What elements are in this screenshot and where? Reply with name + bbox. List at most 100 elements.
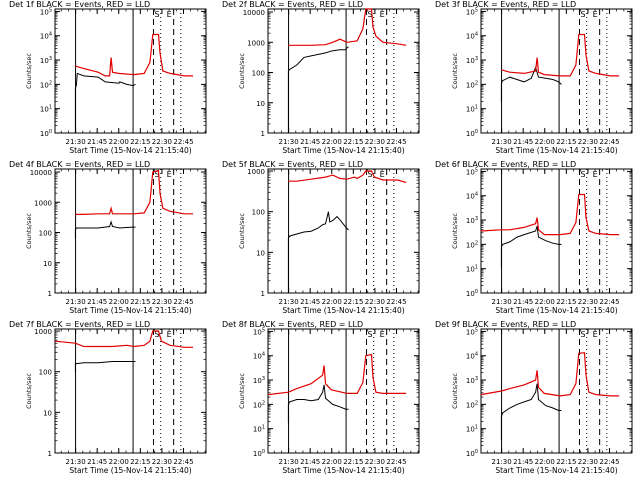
series-line-events	[500, 65, 562, 102]
y-axis-label: Counts/sec	[238, 373, 246, 409]
x-tick-label: 22:45	[599, 458, 619, 466]
chart-panel-3: Det 3f BLACK = Events, RED = LLD 100 101 10…	[427, 0, 640, 160]
y-tick-label: 102	[466, 400, 478, 409]
chart-panel-8: Det 8f BLACK = Events, RED = LLD 100 101 10…	[214, 320, 427, 480]
chart-svg: Det 8f BLACK = Events, RED = LLD 100 101 10…	[222, 320, 420, 475]
x-tick-label: 22:30	[365, 138, 385, 146]
x-tick-label: 22:30	[152, 458, 172, 466]
x-tick-label: 22:15	[556, 298, 576, 306]
x-tick-label: 21:45	[87, 138, 107, 146]
y-tick-label: 104	[466, 32, 478, 41]
x-tick-label: 21:45	[300, 138, 320, 146]
x-tick-label: 21:30	[66, 458, 86, 466]
plot-frame	[54, 328, 207, 454]
x-tick-label: 22:00	[109, 138, 129, 146]
x-tick-label: 21:30	[66, 298, 86, 306]
y-tick-label: 1	[261, 130, 265, 138]
y-axis-label: Counts/sec	[451, 53, 459, 89]
y-tick-label: 104	[466, 352, 478, 361]
x-axis-label: Start Time (15-Nov-14 21:15:40)	[495, 306, 617, 315]
interval-label-start: S	[581, 170, 586, 179]
chart-panel-6: Det 6f BLACK = Events, RED = LLD 100 101 10…	[427, 160, 640, 320]
x-tick-label: 22:30	[365, 298, 385, 306]
x-tick-label: 21:45	[513, 458, 533, 466]
chart-title: Det 2f BLACK = Events, RED = LLD	[222, 0, 363, 9]
interval-label-start: S	[581, 330, 586, 339]
x-axis-label: Start Time (15-Nov-14 21:15:40)	[69, 306, 191, 315]
x-tick-label: 21:30	[492, 458, 512, 466]
y-tick-label: 100	[466, 289, 478, 298]
chart-panel-1: Det 1f BLACK = Events, RED = LLD 100 101 10…	[1, 0, 214, 160]
x-tick-label: 22:30	[578, 298, 598, 306]
chart-title: Det 9f BLACK = Events, RED = LLD	[435, 320, 576, 329]
chart-title: Det 3f BLACK = Events, RED = LLD	[435, 0, 576, 9]
interval-label-end: E	[167, 330, 172, 339]
chart-title: Det 8f BLACK = Events, RED = LLD	[222, 320, 363, 329]
x-tick-label: 22:30	[578, 458, 598, 466]
interval-label-start: S	[368, 330, 373, 339]
plot-frame	[54, 8, 207, 134]
interval-label-end: E	[593, 170, 598, 179]
x-tick-label: 22:00	[535, 138, 555, 146]
x-tick-label: 22:45	[599, 138, 619, 146]
y-axis-label: Counts/sec	[451, 373, 459, 409]
y-tick-label: 100	[39, 230, 52, 238]
chart-svg: Det 7f BLACK = Events, RED = LLD 1 10 100 10…	[9, 320, 207, 475]
y-tick-label: 10	[43, 260, 52, 268]
y-axis-label: Counts/sec	[25, 213, 33, 249]
x-tick-label: 21:30	[279, 458, 299, 466]
x-tick-label: 22:00	[322, 138, 342, 146]
x-tick-label: 22:45	[386, 458, 406, 466]
y-tick-label: 100	[252, 70, 265, 78]
y-tick-label: 10000	[243, 9, 265, 17]
x-axis-label: Start Time (15-Nov-14 21:15:40)	[69, 146, 191, 155]
y-tick-label: 102	[466, 240, 478, 249]
chart-title: Det 1f BLACK = Events, RED = LLD	[9, 0, 150, 9]
y-tick-label: 105	[466, 7, 478, 16]
x-tick-label: 21:45	[300, 298, 320, 306]
y-tick-label: 10000	[30, 169, 52, 177]
chart-svg: Det 1f BLACK = Events, RED = LLD 100 101 10…	[9, 0, 207, 155]
x-tick-label: 21:45	[513, 298, 533, 306]
x-tick-label: 22:45	[599, 298, 619, 306]
y-tick-label: 103	[253, 376, 265, 385]
interval-label-start: S	[368, 10, 373, 19]
y-tick-label: 1	[48, 450, 52, 458]
series-line-lld	[480, 352, 620, 397]
x-axis-label: Start Time (15-Nov-14 21:15:40)	[282, 466, 404, 475]
y-axis-label: Counts/sec	[238, 53, 246, 89]
chart-title: Det 6f BLACK = Events, RED = LLD	[435, 160, 576, 169]
interval-label-end: E	[167, 10, 172, 19]
plot-frame	[480, 8, 633, 134]
chart-svg: Det 5f BLACK = Events, RED = LLD 1 10 100 10…	[222, 160, 420, 315]
y-tick-label: 1000	[247, 39, 265, 47]
y-tick-label: 101	[40, 105, 52, 114]
series-line-lld	[54, 330, 194, 348]
series-line-events	[74, 220, 136, 239]
plot-frame	[54, 168, 207, 294]
y-tick-label: 104	[40, 32, 52, 41]
series-line-events	[500, 225, 562, 268]
x-axis-label: Start Time (15-Nov-14 21:15:40)	[69, 466, 191, 475]
x-tick-label: 22:15	[556, 458, 576, 466]
chart-title: Det 5f BLACK = Events, RED = LLD	[222, 160, 363, 169]
x-axis-label: Start Time (15-Nov-14 21:15:40)	[495, 146, 617, 155]
x-tick-label: 22:00	[322, 458, 342, 466]
x-tick-label: 22:00	[535, 298, 555, 306]
y-tick-label: 10	[256, 249, 265, 257]
x-tick-label: 22:00	[109, 298, 129, 306]
interval-label-start: S	[155, 10, 160, 19]
x-tick-label: 22:00	[109, 458, 129, 466]
plot-frame	[267, 168, 420, 294]
interval-label-start: S	[368, 170, 373, 179]
y-tick-label: 1000	[34, 199, 52, 207]
x-tick-label: 21:30	[492, 298, 512, 306]
x-tick-label: 21:45	[300, 458, 320, 466]
y-axis-label: Counts/sec	[25, 373, 33, 409]
x-tick-label: 22:30	[152, 138, 172, 146]
interval-label-start: S	[155, 330, 160, 339]
x-tick-label: 22:00	[535, 458, 555, 466]
y-tick-label: 101	[466, 425, 478, 434]
y-tick-label: 100	[40, 129, 52, 138]
series-line-events	[287, 211, 349, 293]
